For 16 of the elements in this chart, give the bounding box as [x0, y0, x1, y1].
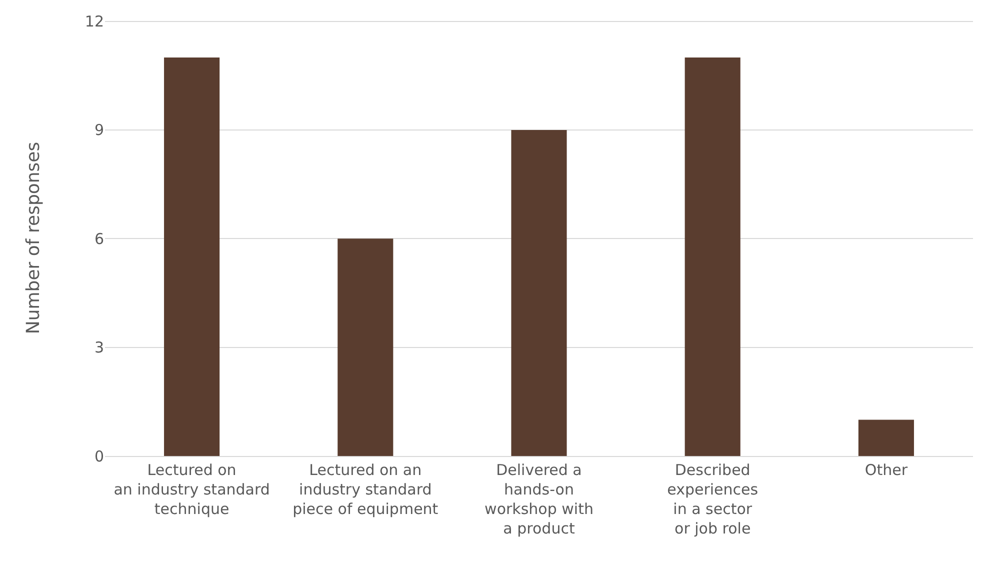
bar: [511, 130, 567, 456]
x-tick-label: Other: [864, 461, 908, 479]
bar: [858, 420, 914, 456]
bar: [164, 58, 220, 456]
x-tick-label: Lectured on an industry standard piece of equipment: [292, 461, 438, 518]
x-tick-label: Delivered a hands-on workshop with a product: [484, 461, 594, 538]
y-tick-label: 6: [94, 230, 104, 248]
y-tick-label: 3: [94, 338, 104, 357]
y-tick-label: 9: [94, 121, 104, 140]
bar: [684, 58, 740, 456]
bar: [338, 238, 394, 456]
y-tick-label: 12: [84, 12, 104, 31]
x-tick-label: Lectured on an industry standard technique: [114, 461, 270, 518]
y-tick-label: 0: [94, 447, 104, 466]
y-axis-title: Number of responses: [23, 142, 44, 334]
x-tick-label: Described experiences in a sector or job role: [667, 461, 758, 538]
